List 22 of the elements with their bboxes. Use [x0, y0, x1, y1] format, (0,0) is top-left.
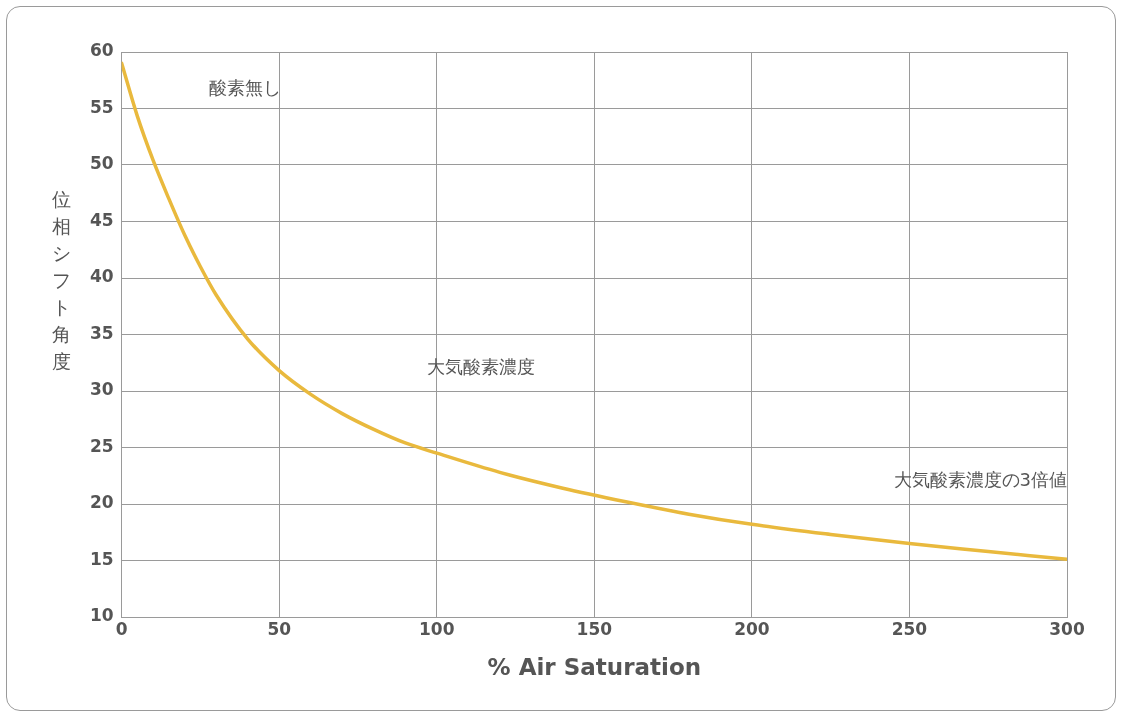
x-tick-label: 50 — [267, 618, 292, 639]
y-tick-label: 25 — [89, 435, 114, 456]
y-tick-label: 45 — [89, 209, 114, 230]
line-series — [121, 61, 1067, 562]
y-tick-label: 50 — [89, 153, 114, 174]
x-tick-label: 0 — [115, 618, 128, 639]
y-tick-label: 40 — [89, 266, 114, 287]
y-tick-label: 55 — [89, 96, 114, 117]
y-tick-label: 30 — [89, 379, 114, 400]
x-tick-label: 200 — [734, 618, 770, 639]
y-tick-label: 10 — [89, 605, 114, 626]
y-axis-title: 位相シフト角度 — [52, 187, 71, 374]
y-tick-label: 20 — [89, 492, 114, 513]
x-tick-label: 150 — [576, 618, 613, 639]
y-tick-label: 15 — [89, 548, 114, 569]
x-axis-title: % Air Saturation — [487, 654, 702, 681]
y-tick-label: 35 — [89, 322, 114, 343]
y-tick-label: 60 — [89, 40, 114, 61]
annotation: 酸素無し — [208, 76, 281, 98]
x-tick-label: 250 — [891, 618, 928, 639]
x-tick-label: 300 — [1049, 618, 1085, 639]
x-tick-label: 100 — [419, 618, 455, 639]
